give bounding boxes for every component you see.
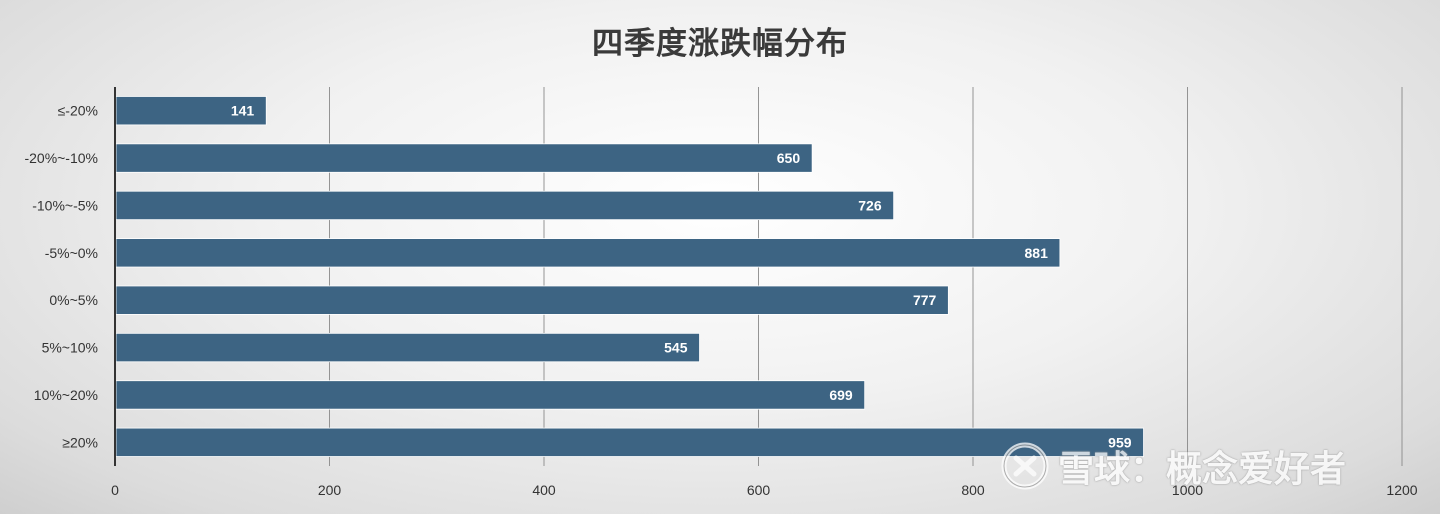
- bar: [115, 143, 813, 173]
- bar: [115, 332, 700, 363]
- watermark-text: 雪球：概念爱好者: [1058, 449, 1347, 490]
- y-tick-label: 0%~5%: [49, 292, 98, 308]
- y-tick-label: 10%~20%: [34, 387, 98, 403]
- x-tick-label: 800: [961, 482, 985, 498]
- y-tick-label: ≥20%: [62, 434, 98, 450]
- watermark: 雪球：概念爱好者: [1000, 440, 1346, 492]
- bar: [115, 238, 1061, 268]
- y-tick-label: -20%~-10%: [24, 150, 98, 166]
- x-tick-label: 0: [111, 482, 119, 498]
- data-label: 881: [1025, 245, 1049, 261]
- data-label: 141: [231, 103, 255, 119]
- y-tick-label: ≤-20%: [58, 103, 98, 119]
- data-label: 545: [664, 340, 688, 356]
- bar: [115, 190, 895, 221]
- data-label: 959: [1108, 434, 1132, 450]
- data-label: 726: [858, 197, 882, 213]
- x-tick-label: 1000: [1172, 482, 1203, 498]
- data-label: 650: [777, 150, 801, 166]
- bar: [115, 96, 267, 126]
- x-tick-label: 200: [318, 482, 342, 498]
- y-tick-label: 5%~10%: [42, 340, 98, 356]
- y-tick-label: -5%~0%: [45, 245, 98, 261]
- snowball-logo-icon: [1001, 442, 1049, 490]
- bar: [115, 285, 949, 315]
- y-tick-label: -10%~-5%: [32, 197, 98, 213]
- bar: [115, 380, 866, 410]
- x-tick-label: 400: [532, 482, 556, 498]
- chart-title: 四季度涨跌幅分布: [592, 26, 848, 62]
- bar: [115, 427, 1144, 457]
- data-label: 777: [913, 292, 937, 308]
- x-tick-label: 600: [747, 482, 771, 498]
- data-label: 699: [829, 387, 853, 403]
- x-tick-label: 1200: [1386, 482, 1417, 498]
